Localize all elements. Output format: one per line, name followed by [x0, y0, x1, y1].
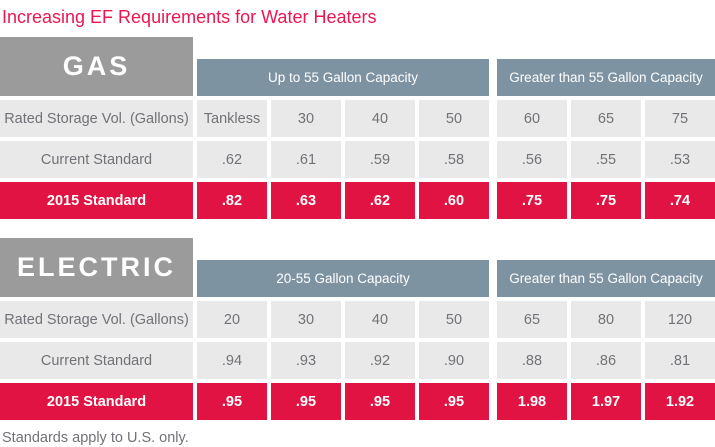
value-cell: 1.98 — [497, 383, 567, 420]
value-cell: .95 — [271, 383, 341, 420]
value-cell: .93 — [271, 342, 341, 379]
table-electric: ELECTRIC 20-55 Gallon Capacity Greater tha… — [0, 238, 715, 420]
row-label: Current Standard — [0, 342, 193, 379]
value-cell: Tankless — [197, 100, 267, 137]
value-cell: 1.92 — [645, 383, 715, 420]
value-cell: .60 — [419, 182, 489, 219]
value-cell: 40 — [345, 301, 415, 338]
value-cell: .86 — [571, 342, 641, 379]
value-cell: .92 — [345, 342, 415, 379]
value-cell: .95 — [345, 383, 415, 420]
value-cell: .61 — [271, 141, 341, 178]
footnote: Standards apply to U.S. only. — [2, 430, 189, 446]
value-cell: 65 — [571, 100, 641, 137]
value-cell: .62 — [197, 141, 267, 178]
value-cell: .58 — [419, 141, 489, 178]
value-cell: 20 — [197, 301, 267, 338]
row-label: Current Standard — [0, 141, 193, 178]
value-cell: 75 — [645, 100, 715, 137]
table-gas: GAS Up to 55 Gallon Capacity Greater than … — [0, 37, 715, 219]
value-cell: .95 — [419, 383, 489, 420]
value-cell: 30 — [271, 301, 341, 338]
value-cell: .75 — [571, 182, 641, 219]
value-cell: .88 — [497, 342, 567, 379]
value-cell: .59 — [345, 141, 415, 178]
value-cell: .53 — [645, 141, 715, 178]
value-cell: 80 — [571, 301, 641, 338]
value-cell: 30 — [271, 100, 341, 137]
value-cell: 40 — [345, 100, 415, 137]
section-title: ELECTRIC — [0, 238, 193, 297]
row-label: Rated Storage Vol. (Gallons) — [0, 301, 193, 338]
row-label: 2015 Standard — [0, 383, 193, 420]
group-header: Greater than 55 Gallon Capacity — [497, 260, 715, 297]
value-cell: 65 — [497, 301, 567, 338]
value-cell: 1.97 — [571, 383, 641, 420]
section-title: GAS — [0, 37, 193, 96]
value-cell: .75 — [497, 182, 567, 219]
value-cell: .55 — [571, 141, 641, 178]
value-cell: 120 — [645, 301, 715, 338]
value-cell: .62 — [345, 182, 415, 219]
row-label: Rated Storage Vol. (Gallons) — [0, 100, 193, 137]
value-cell: .81 — [645, 342, 715, 379]
value-cell: .95 — [197, 383, 267, 420]
value-cell: .74 — [645, 182, 715, 219]
value-cell: .63 — [271, 182, 341, 219]
value-cell: .90 — [419, 342, 489, 379]
page-title: Increasing EF Requirements for Water Hea… — [2, 7, 377, 27]
value-cell: 50 — [419, 100, 489, 137]
group-header: 20-55 Gallon Capacity — [197, 260, 489, 297]
value-cell: .82 — [197, 182, 267, 219]
value-cell: .56 — [497, 141, 567, 178]
value-cell: 50 — [419, 301, 489, 338]
row-label: 2015 Standard — [0, 182, 193, 219]
tables-container: GAS Up to 55 Gallon Capacity Greater than … — [0, 37, 715, 420]
group-header: Greater than 55 Gallon Capacity — [497, 59, 715, 96]
value-cell: 60 — [497, 100, 567, 137]
value-cell: .94 — [197, 342, 267, 379]
group-header: Up to 55 Gallon Capacity — [197, 59, 489, 96]
